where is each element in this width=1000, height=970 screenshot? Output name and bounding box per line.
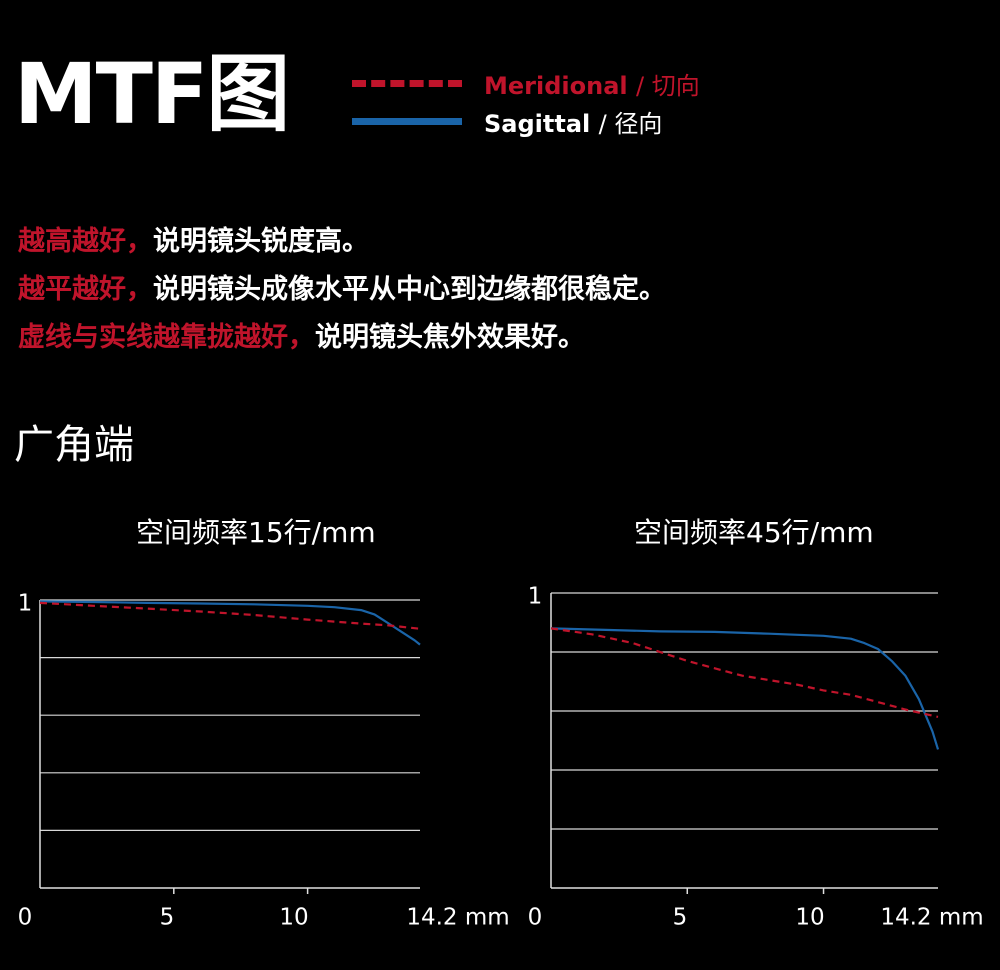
chart-title-15: 空间频率15行/mm — [136, 516, 376, 549]
solid-line-swatch — [352, 117, 462, 125]
note-highlight: 越高越好， — [18, 226, 153, 257]
series-line-sagittal — [39, 600, 421, 646]
note-line: 越高越好，说明镜头锐度高。 — [18, 218, 666, 266]
series-line-sagittal — [550, 627, 940, 750]
note-highlight: 虚线与实线越靠拢越好， — [18, 322, 315, 353]
legend-label-sagittal-cn: / 径向 — [598, 109, 663, 138]
note-text: 说明镜头成像水平从中心到边缘都很稳定。 — [153, 274, 666, 305]
note-line: 越平越好，说明镜头成像水平从中心到边缘都很稳定。 — [18, 266, 666, 314]
x-tick-label: 5 — [160, 905, 175, 931]
legend: Meridional / 切向 Sagittal / 径向 — [352, 64, 700, 140]
section-title: 广角端 — [14, 422, 134, 468]
legend-label-meridional-cn: / 切向 — [635, 71, 700, 100]
x-tick-label: 5 — [673, 905, 688, 931]
y-tick-label: 1 — [528, 584, 543, 610]
x-tick-label: 14.2 mm — [406, 905, 509, 931]
x-tick-label: 10 — [279, 905, 308, 931]
legend-label-sagittal: Sagittal — [484, 109, 591, 138]
x-tick-label: 14.2 mm — [880, 905, 983, 931]
series-line-meridional — [39, 601, 421, 630]
chart-title-45: 空间频率45行/mm — [634, 516, 874, 549]
y-tick-label: 1 — [18, 591, 33, 617]
legend-item-meridional: Meridional / 切向 — [352, 64, 700, 102]
note-line: 虚线与实线越靠拢越好，说明镜头焦外效果好。 — [18, 314, 666, 362]
legend-label-meridional: Meridional — [484, 71, 628, 100]
note-text: 说明镜头锐度高。 — [153, 226, 369, 257]
note-highlight: 越平越好， — [18, 274, 153, 305]
note-text: 说明镜头焦外效果好。 — [315, 322, 585, 353]
series-line-meridional — [550, 627, 939, 718]
x-tick-label: 0 — [528, 905, 543, 931]
page-title: MTF图 — [14, 45, 290, 143]
x-tick-label: 0 — [18, 905, 33, 931]
notes: 越高越好，说明镜头锐度高。 越平越好，说明镜头成像水平从中心到边缘都很稳定。 虚… — [18, 218, 666, 362]
dashed-line-swatch — [352, 79, 462, 87]
x-tick-label: 10 — [795, 905, 824, 931]
legend-item-sagittal: Sagittal / 径向 — [352, 102, 700, 140]
